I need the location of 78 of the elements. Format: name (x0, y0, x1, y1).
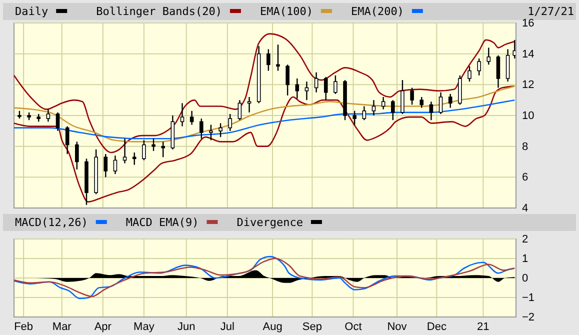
y-tick-label: −2 (522, 312, 535, 324)
line-series (13, 86, 516, 142)
candlestick (352, 110, 356, 126)
y-tick-label: 4 (522, 202, 528, 215)
candlestick (199, 118, 204, 140)
candlestick (218, 122, 222, 138)
candlestick (180, 102, 184, 127)
legend-label: MACD EMA(9) (126, 216, 199, 229)
x-tick-label: Mar (52, 320, 72, 333)
candlestick (420, 96, 424, 108)
candlestick (209, 124, 213, 141)
candlestick (247, 96, 252, 114)
candlestick (334, 74, 338, 95)
candlestick (468, 66, 472, 82)
y-tick-label: −1 (522, 292, 535, 304)
legend-label: EMA(200) (350, 5, 404, 18)
candlestick (238, 99, 242, 121)
line-series (13, 33, 516, 154)
y-tick-label: 10 (522, 110, 534, 122)
chart-title: Daily (15, 5, 48, 18)
y-tick-label: 14 (522, 48, 534, 60)
x-tick-label: May (134, 320, 155, 333)
x-tick-label: Dec (426, 320, 447, 333)
text: 1/27/21 (528, 5, 574, 18)
candlestick (228, 113, 232, 132)
y-tick-label: 16 (522, 18, 534, 30)
candlestick (477, 58, 481, 76)
candlestick (46, 108, 50, 122)
candlestick (381, 96, 386, 110)
candlestick (75, 141, 79, 170)
legend-label: Bollinger Bands(20) (96, 5, 222, 18)
candlestick (429, 101, 434, 121)
candlestick (324, 76, 328, 101)
x-tick-label: Apr (94, 320, 112, 333)
candlestick (152, 138, 156, 152)
y-tick-label: 12 (522, 79, 534, 92)
candlestick (276, 44, 280, 72)
candlestick (314, 72, 318, 93)
line-series (13, 99, 516, 140)
candlestick (362, 106, 366, 121)
candlestick (65, 126, 70, 155)
line-series (13, 86, 516, 202)
candlestick (266, 48, 270, 72)
candlestick (410, 87, 414, 106)
x-tick-label: Nov (387, 320, 408, 333)
y-tick-label: 0 (522, 272, 528, 285)
candlestick (486, 47, 491, 66)
candlestick (372, 99, 376, 116)
legend-label: MACD(12,26) (15, 216, 88, 229)
legend-label: EMA(100) (260, 5, 313, 18)
candlestick (113, 154, 118, 175)
candlestick (56, 112, 60, 132)
candlestick (286, 64, 290, 96)
x-tick-label: Feb (14, 320, 34, 333)
x-tick-label: Jun (177, 320, 196, 333)
candlestick (390, 99, 395, 121)
candlestick (104, 153, 108, 178)
candlestick (295, 78, 300, 100)
candlestick (122, 138, 127, 164)
y-tick-label: 8 (522, 140, 528, 153)
candlestick (506, 48, 510, 82)
candlestick (438, 92, 443, 115)
x-tick-label: Oct (344, 320, 362, 333)
x-tick-label: Sep (302, 320, 322, 333)
candlestick (142, 140, 146, 161)
x-tick-label: 21 (477, 320, 490, 333)
candlestick (190, 110, 194, 126)
candlestick (132, 152, 136, 166)
candlestick (448, 93, 452, 108)
legend-label: Divergence (236, 216, 303, 229)
y-tick-label: 2 (522, 234, 528, 246)
candlestick (496, 54, 500, 88)
y-tick-label: 6 (522, 172, 528, 184)
candlestick (161, 141, 165, 158)
x-tick-label: Aug (262, 320, 282, 333)
candlestick (400, 79, 404, 115)
x-tick-label: Jul (220, 320, 234, 333)
y-tick-label: 1 (522, 253, 528, 266)
